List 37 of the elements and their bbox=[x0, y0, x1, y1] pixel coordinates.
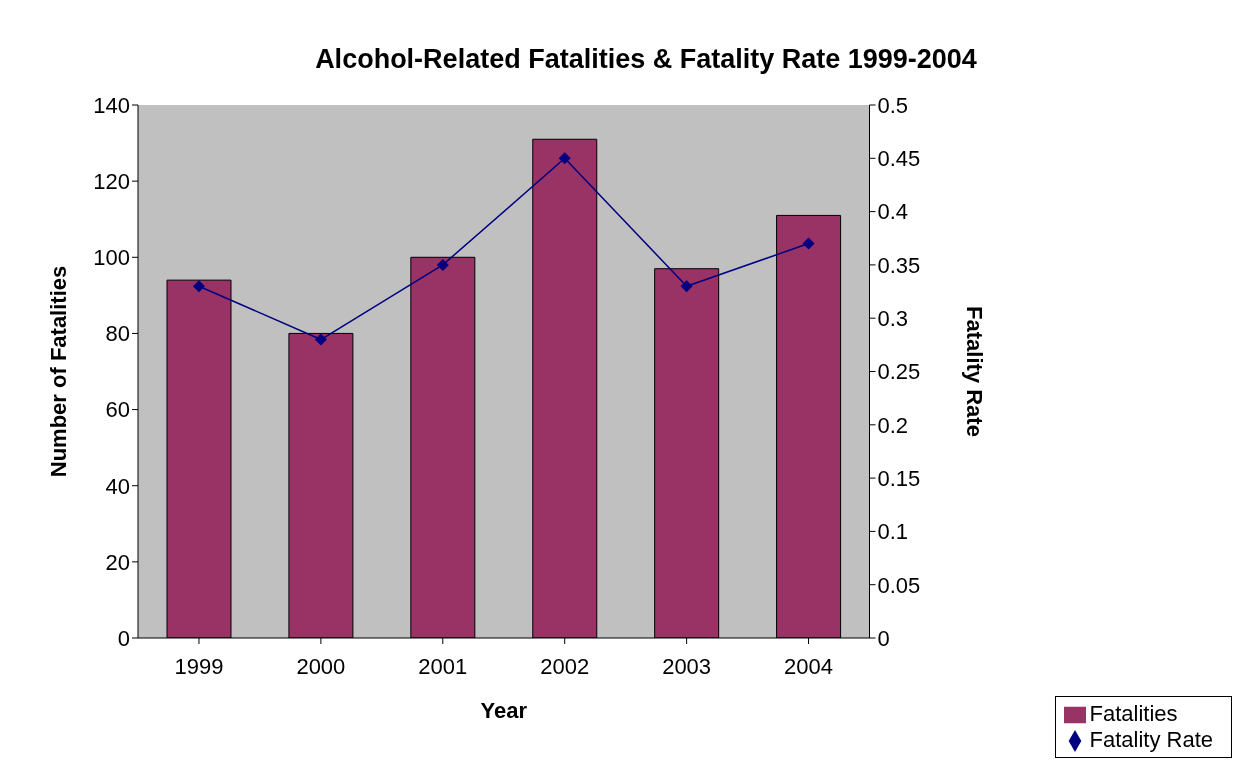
y2-tick-label: 0 bbox=[877, 625, 890, 651]
point bbox=[192, 280, 205, 293]
x-tick-label: 2001 bbox=[418, 653, 468, 679]
legend-label: Fatalities bbox=[1089, 701, 1178, 726]
y-tick-label: 60 bbox=[105, 397, 130, 423]
chart-title: Alcohol-Related Fatalities & Fatality Rate 1999-2004 bbox=[314, 44, 978, 75]
y2-axis-title: Fatality Rate bbox=[961, 306, 987, 437]
x-tick-label: 2002 bbox=[540, 653, 590, 679]
y2-tick-label: 0.25 bbox=[877, 359, 921, 385]
x-tick-label: 2003 bbox=[662, 653, 712, 679]
y2-tick-label: 0.15 bbox=[877, 465, 921, 491]
y-tick-label: 20 bbox=[105, 549, 130, 575]
y2-tick-label: 0.05 bbox=[877, 572, 921, 598]
y-tick-label: 80 bbox=[105, 321, 130, 347]
x-tick-label: 1999 bbox=[174, 653, 224, 679]
x-tick-label: 2000 bbox=[296, 653, 346, 679]
y2-tick-label: 0.5 bbox=[877, 92, 909, 118]
point bbox=[802, 237, 815, 250]
y2-tick-label: 0.4 bbox=[877, 199, 909, 225]
x-tick-label: 2004 bbox=[784, 653, 834, 679]
y-tick-label: 140 bbox=[93, 92, 130, 118]
y2-tick-label: 0.35 bbox=[877, 252, 921, 278]
point bbox=[436, 258, 449, 271]
x-axis-title: Year bbox=[480, 698, 528, 723]
y-tick-label: 120 bbox=[93, 168, 130, 194]
point bbox=[680, 280, 693, 293]
y-tick-label: 100 bbox=[93, 245, 130, 271]
legend-label: Fatality Rate bbox=[1089, 727, 1213, 752]
y-axis-title: Number of Fatalities bbox=[45, 265, 71, 478]
y2-tick-label: 0.45 bbox=[877, 146, 921, 172]
y2-tick-label: 0.2 bbox=[877, 412, 909, 438]
y2-tick-label: 0.1 bbox=[877, 519, 909, 545]
point bbox=[558, 152, 571, 165]
point bbox=[314, 333, 327, 346]
y2-tick-label: 0.3 bbox=[877, 306, 909, 332]
y-tick-label: 0 bbox=[117, 625, 130, 651]
y-tick-label: 40 bbox=[105, 473, 130, 499]
